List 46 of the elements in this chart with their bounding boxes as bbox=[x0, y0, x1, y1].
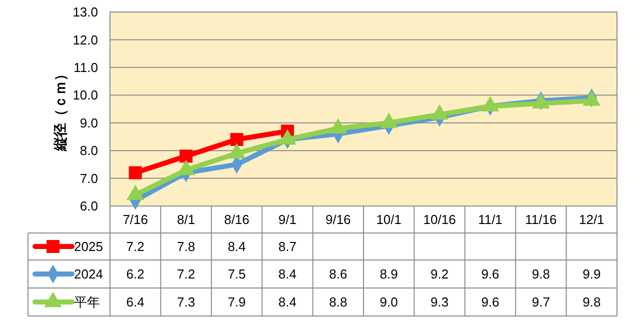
y-tick-label: 13.0 bbox=[72, 4, 98, 20]
x-tick-label: 10/16 bbox=[423, 212, 456, 228]
x-tick-label: 9/1 bbox=[278, 212, 296, 228]
data-label: 8.4 bbox=[228, 239, 246, 254]
data-label: 9.2 bbox=[430, 266, 449, 282]
data-label: 8.4 bbox=[278, 294, 296, 310]
data-label: 8.7 bbox=[278, 239, 296, 254]
legend-label: 平年 bbox=[74, 294, 100, 310]
legend-label: 2024 bbox=[74, 266, 103, 282]
data-label: 8.8 bbox=[329, 294, 348, 310]
x-tick-label: 10/1 bbox=[376, 212, 402, 228]
data-label: 8.9 bbox=[380, 266, 398, 282]
y-tick-label: 6.0 bbox=[80, 198, 98, 214]
y-tick-label: 8.0 bbox=[80, 143, 98, 158]
y-tick-label: 11.0 bbox=[74, 60, 98, 75]
data-label: 9.8 bbox=[582, 294, 601, 310]
y-axis-title: 縦径（ｃｍ） bbox=[52, 67, 68, 152]
x-tick-label: 7/16 bbox=[122, 212, 148, 228]
data-label: 7.5 bbox=[228, 266, 246, 282]
y-tick-label: 7.0 bbox=[80, 170, 98, 186]
data-label: 9.8 bbox=[532, 266, 550, 282]
x-tick-label: 9/16 bbox=[325, 212, 351, 228]
data-label: 9.9 bbox=[582, 266, 601, 282]
x-tick-label: 8/16 bbox=[224, 212, 250, 228]
data-label: 8.6 bbox=[329, 266, 348, 282]
data-label: 6.4 bbox=[126, 294, 144, 310]
x-tick-label: 12/1 bbox=[578, 212, 604, 228]
data-label: 7.3 bbox=[177, 294, 196, 310]
data-label: 7.8 bbox=[177, 239, 196, 254]
y-tick-label: 12.0 bbox=[72, 32, 98, 48]
x-tick-label: 8/1 bbox=[177, 212, 196, 228]
x-tick-label: 11/16 bbox=[525, 212, 557, 228]
data-label: 9.0 bbox=[380, 294, 398, 310]
y-tick-label: 9.0 bbox=[80, 115, 98, 130]
data-label: 7.2 bbox=[126, 239, 144, 254]
legend-label: 2025 bbox=[74, 239, 103, 254]
data-label: 9.6 bbox=[481, 266, 500, 282]
data-label: 7.2 bbox=[177, 266, 196, 282]
x-tick-label: 11/1 bbox=[478, 212, 502, 228]
data-label: 9.6 bbox=[481, 294, 500, 310]
data-label: 9.3 bbox=[430, 294, 449, 310]
data-label: 9.7 bbox=[532, 294, 550, 310]
data-label: 7.9 bbox=[228, 294, 246, 310]
y-tick-label: 10.0 bbox=[72, 88, 98, 103]
data-label: 8.4 bbox=[278, 266, 296, 282]
data-label: 6.2 bbox=[126, 266, 144, 282]
